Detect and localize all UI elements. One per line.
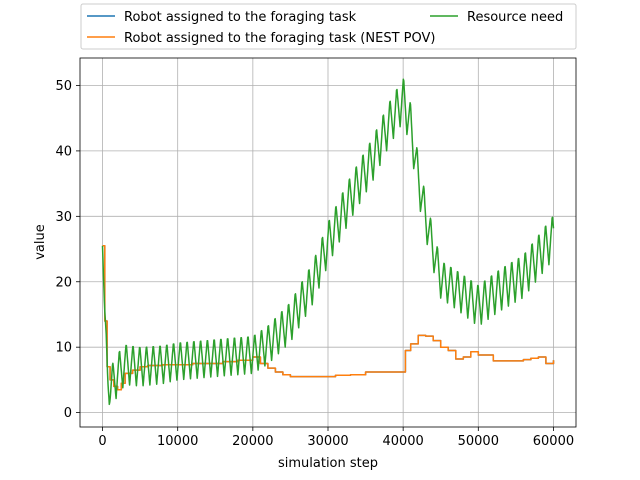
y-axis-label: value (33, 224, 48, 260)
legend: Robot assigned to the foraging task Robo… (80, 3, 577, 50)
y-tick-label: 30 (55, 210, 72, 225)
legend-label-resource-need: Resource need (467, 10, 563, 25)
y-tick-label: 40 (55, 144, 72, 159)
y-tick-label: 20 (55, 275, 72, 290)
y-tick-label: 50 (55, 79, 72, 94)
y-tick-label: 0 (64, 406, 72, 421)
x-tick-label: 50000 (458, 434, 499, 449)
x-tick-label: 20000 (232, 434, 273, 449)
legend-label-robot-foraging: Robot assigned to the foraging task (124, 10, 357, 25)
x-tick-label: 0 (98, 434, 106, 449)
x-tick-label: 10000 (157, 434, 198, 449)
legend-label-robot-foraging-nest: Robot assigned to the foraging task (NES… (124, 31, 435, 46)
x-axis-label: simulation step (278, 456, 378, 471)
grid (80, 58, 576, 427)
x-tick-label: 30000 (307, 434, 348, 449)
series-layer (101, 78, 555, 406)
series-resource-need (101, 78, 555, 406)
y-tick-label: 10 (55, 341, 72, 356)
ticks: 0 10000 20000 30000 40000 50000 60000 0 10 20 30 40… (55, 79, 574, 449)
x-tick-label: 60000 (533, 434, 574, 449)
x-tick-label: 40000 (382, 434, 423, 449)
